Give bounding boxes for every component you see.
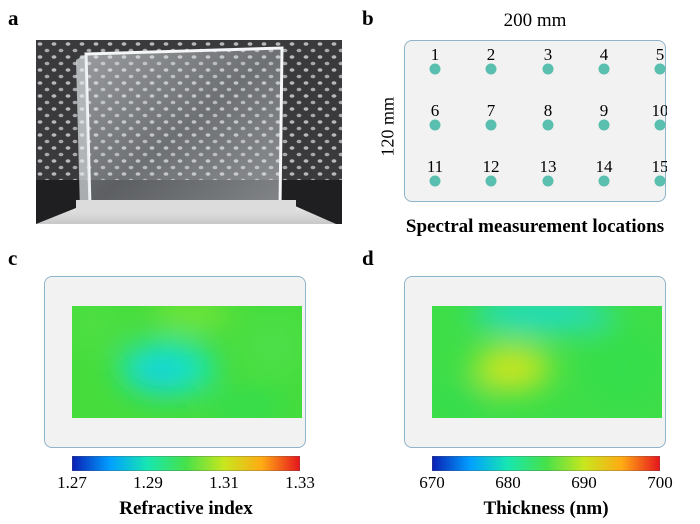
point-label-1: 1 [431, 45, 440, 64]
point-label-15: 15 [652, 157, 668, 176]
measurement-point-3 [542, 63, 554, 75]
point-label-8: 8 [544, 101, 553, 120]
thickness-map [404, 276, 666, 448]
point-label-11: 11 [427, 157, 443, 176]
thickness-colorbar-gradient [432, 456, 660, 471]
refractive-index-colorbar-gradient [72, 456, 300, 471]
thickness-tick-680: 680 [495, 473, 521, 492]
thickness-tick-690: 690 [571, 473, 597, 492]
thickness-tick-670: 670 [419, 473, 445, 492]
panel-letter-a: a [8, 6, 19, 30]
panel-b-caption: Spectral measurement locations [405, 216, 665, 237]
refractive-index-tick-1.33: 1.33 [285, 473, 315, 492]
measurement-point-13 [542, 175, 554, 187]
point-label-14: 14 [596, 157, 614, 176]
measurement-layout-box: 1 2 3 4 5 6 7 8 9 10 11 12 13 14 15 [404, 40, 669, 202]
point-label-9: 9 [600, 101, 609, 120]
point-label-3: 3 [544, 45, 553, 64]
measurement-point-7 [485, 119, 497, 131]
point-label-4: 4 [600, 45, 609, 64]
point-label-13: 13 [540, 157, 557, 176]
measurement-point-15 [654, 175, 666, 187]
point-label-6: 6 [431, 101, 440, 120]
point-label-2: 2 [487, 45, 496, 64]
measurement-point-4 [598, 63, 610, 75]
refractive-index-tick-1.31: 1.31 [209, 473, 239, 492]
measurement-point-8 [542, 119, 554, 131]
measurement-point-2 [485, 63, 497, 75]
width-dimension-label: 200 mm [503, 10, 567, 31]
panel-d-caption: Thickness (nm) [483, 498, 609, 519]
measurement-point-12 [485, 175, 497, 187]
thickness-tick-700: 700 [647, 473, 673, 492]
measurement-point-6 [429, 119, 441, 131]
measurement-point-1 [429, 63, 441, 75]
measurement-point-14 [598, 175, 610, 187]
point-label-7: 7 [487, 101, 496, 120]
measurement-point-9 [598, 119, 610, 131]
panel-letter-c: c [8, 246, 18, 270]
height-dimension-label: 120 mm [377, 96, 398, 157]
measurement-point-5 [654, 63, 666, 75]
point-label-5: 5 [656, 45, 665, 64]
refractive-index-tick-1.29: 1.29 [133, 473, 163, 492]
thickness-colorbar [432, 456, 660, 471]
glass-sample-photo [36, 40, 342, 224]
panel-letter-b: b [362, 6, 374, 30]
refractive-index-map [44, 276, 306, 448]
panel-c-caption: Refractive index [119, 498, 253, 519]
measurement-point-10 [654, 119, 666, 131]
refractive-index-tick-1.27: 1.27 [57, 473, 87, 492]
measurement-point-11 [429, 175, 441, 187]
point-label-12: 12 [483, 157, 500, 176]
panel-letter-d: d [362, 246, 374, 270]
refractive-index-colorbar [72, 456, 300, 471]
point-label-10: 10 [652, 101, 668, 120]
